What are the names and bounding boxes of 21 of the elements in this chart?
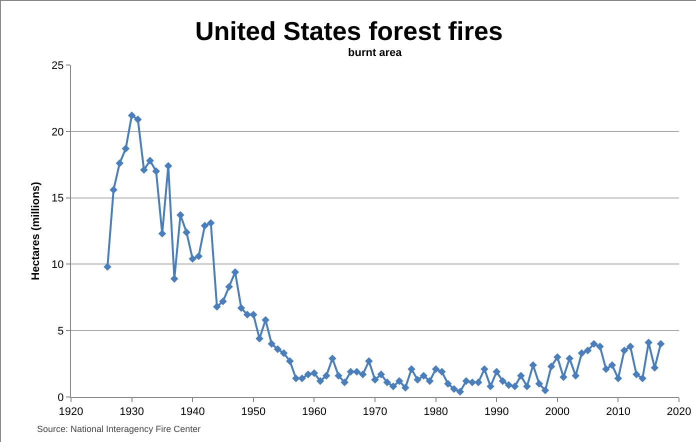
chart-subtitle: burnt area xyxy=(348,47,403,59)
chart-title: United States forest fires xyxy=(195,16,503,46)
x-tick-label: 1980 xyxy=(424,406,448,418)
y-tick-label: 5 xyxy=(58,325,64,338)
x-tick-label: 2020 xyxy=(666,406,692,418)
x-tick-label: 1960 xyxy=(302,406,326,418)
y-tick-label: 15 xyxy=(52,192,64,205)
x-tick-label: 2000 xyxy=(545,406,570,418)
x-tick-label: 2010 xyxy=(606,406,630,418)
source-note: Source: National Interagency Fire Center xyxy=(37,424,201,434)
x-tick-label: 1920 xyxy=(58,406,84,418)
x-tick-label: 1970 xyxy=(362,406,388,418)
x-tick-label: 1930 xyxy=(120,406,144,418)
x-tick-label: 1940 xyxy=(180,406,205,418)
y-tick-label: 25 xyxy=(52,60,64,72)
x-tick-label: 1950 xyxy=(241,406,266,418)
x-tick-label: 1990 xyxy=(484,406,509,418)
y-axis-title: Hectares (millions) xyxy=(30,181,42,280)
y-tick-label: 0 xyxy=(58,392,64,404)
y-tick-label: 20 xyxy=(52,126,64,138)
y-tick-label: 10 xyxy=(52,259,64,272)
